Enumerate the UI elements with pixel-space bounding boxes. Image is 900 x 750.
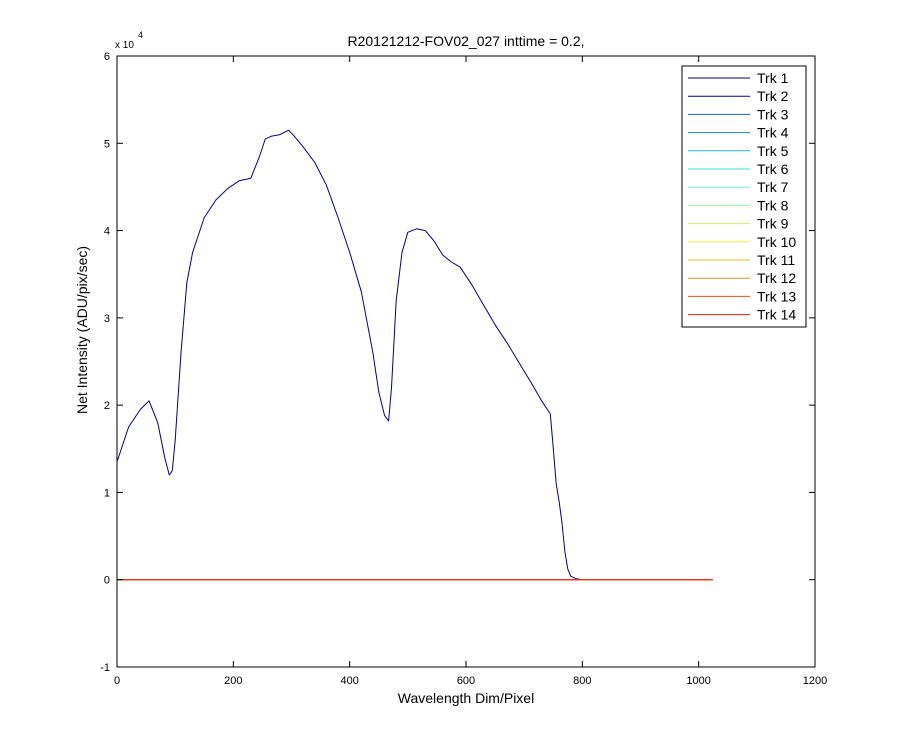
legend-label: Trk 13 [757,288,796,304]
legend-label: Trk 10 [757,234,796,250]
legend: Trk 1 Trk 2 Trk 3 Trk 4 Trk 5 Trk 6 Trk 7 Trk 8… [681,65,807,328]
legend-label: Trk 1 [757,70,789,86]
legend-label: Trk 4 [757,125,789,141]
legend-box [681,65,807,328]
series-layer [116,129,713,581]
legend-label: Trk 14 [757,307,796,323]
y-tick-label: 4 [104,226,110,238]
legend-label: Trk 3 [757,106,789,122]
legend-label: Trk 2 [757,88,789,104]
x-tick-label: 200 [224,675,242,687]
x-tick-label: 400 [340,675,358,687]
legend-label: Trk 9 [757,216,789,232]
y-tick-label: 1 [104,487,110,499]
tick-layer: 0 200 400 600 800 1000 1200 -1 0 1 2 3 4 5 6 [100,51,827,687]
legend-label: Trk 5 [757,143,789,159]
x-tick-label: 1200 [803,675,827,687]
legend-label: Trk 11 [757,252,795,268]
x-tick-label: 1000 [686,675,710,687]
legend-label: Trk 8 [757,197,789,213]
chart-title: R20121212-FOV02_027 inttime = 0.2, [348,33,585,49]
legend-label: Trk 6 [757,161,789,177]
y-tick-label: 3 [104,313,110,325]
y-tick-label: 5 [104,138,110,150]
y-tick-label: 0 [104,575,110,587]
y-exponent-base: x 10 [115,40,134,51]
legend-label: Trk 7 [757,179,789,195]
y-tick-label: 2 [104,400,110,412]
x-axis-label: Wavelength Dim/Pixel [398,690,534,706]
legend-label: Trk 12 [757,270,796,286]
x-tick-label: 800 [573,675,591,687]
x-tick-label: 600 [457,675,475,687]
y-exponent-power: 4 [138,30,143,40]
y-axis-label: Net Intensity (ADU/pix/sec) [74,246,90,414]
series-line-trk-1 [116,129,713,581]
x-tick-label: 0 [114,675,120,687]
y-tick-label: 6 [104,51,110,63]
y-tick-label: -1 [100,662,110,674]
